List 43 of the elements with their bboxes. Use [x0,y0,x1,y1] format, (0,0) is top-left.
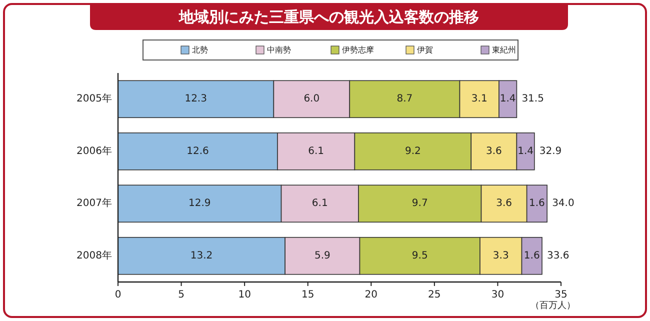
legend-label: 伊賀 [417,46,433,54]
total-label: 31.5 [522,94,544,105]
x-tick-label: 20 [364,290,378,300]
y-tick-label: 2006年 [76,144,112,157]
data-label: 1.6 [524,250,540,262]
data-label: 12.3 [184,94,207,105]
data-label: 6.0 [304,94,320,105]
total-label: 32.9 [539,146,562,157]
data-label: 12.6 [186,146,209,157]
data-label: 8.7 [396,94,413,105]
legend-label: 伊勢志摩 [342,46,374,54]
data-label: 1.6 [529,198,545,210]
data-label: 3.3 [492,250,509,262]
legend-label: 中南勢 [267,46,291,54]
data-label: 9.2 [404,146,421,157]
x-tick-label: 0 [114,290,122,300]
x-tick-label: 10 [238,290,251,300]
x-tick-label: 15 [301,290,314,300]
data-label: 1.4 [518,146,534,157]
chart-title: 地域別にみた三重県への観光入込客数の推移 [178,8,479,26]
y-tick-label: 2008年 [76,249,112,262]
total-label: 34.0 [552,198,574,210]
x-axis-title: （百万人） [530,300,576,311]
data-label: 13.2 [190,250,213,262]
x-tick-label: 30 [491,290,504,300]
x-tick-label: 35 [554,290,568,300]
data-label: 1.4 [500,94,516,105]
data-label: 9.7 [412,198,428,210]
data-label: 6.1 [308,146,324,157]
y-tick-label: 2005年 [76,92,112,105]
total-label: 33.6 [547,250,570,262]
legend-label: 北勢 [192,46,208,54]
data-label: 3.6 [496,198,512,210]
data-label: 3.1 [471,94,488,105]
x-tick-label: 25 [428,290,441,300]
data-label: 3.6 [486,146,502,157]
x-tick-label: 5 [178,290,184,300]
y-tick-label: 2007年 [76,197,112,210]
data-label: 6.1 [312,198,328,210]
data-label: 9.5 [412,250,428,262]
data-label: 5.9 [314,250,330,262]
data-label: 12.9 [188,198,211,210]
legend-label: 東紀州 [492,46,516,54]
